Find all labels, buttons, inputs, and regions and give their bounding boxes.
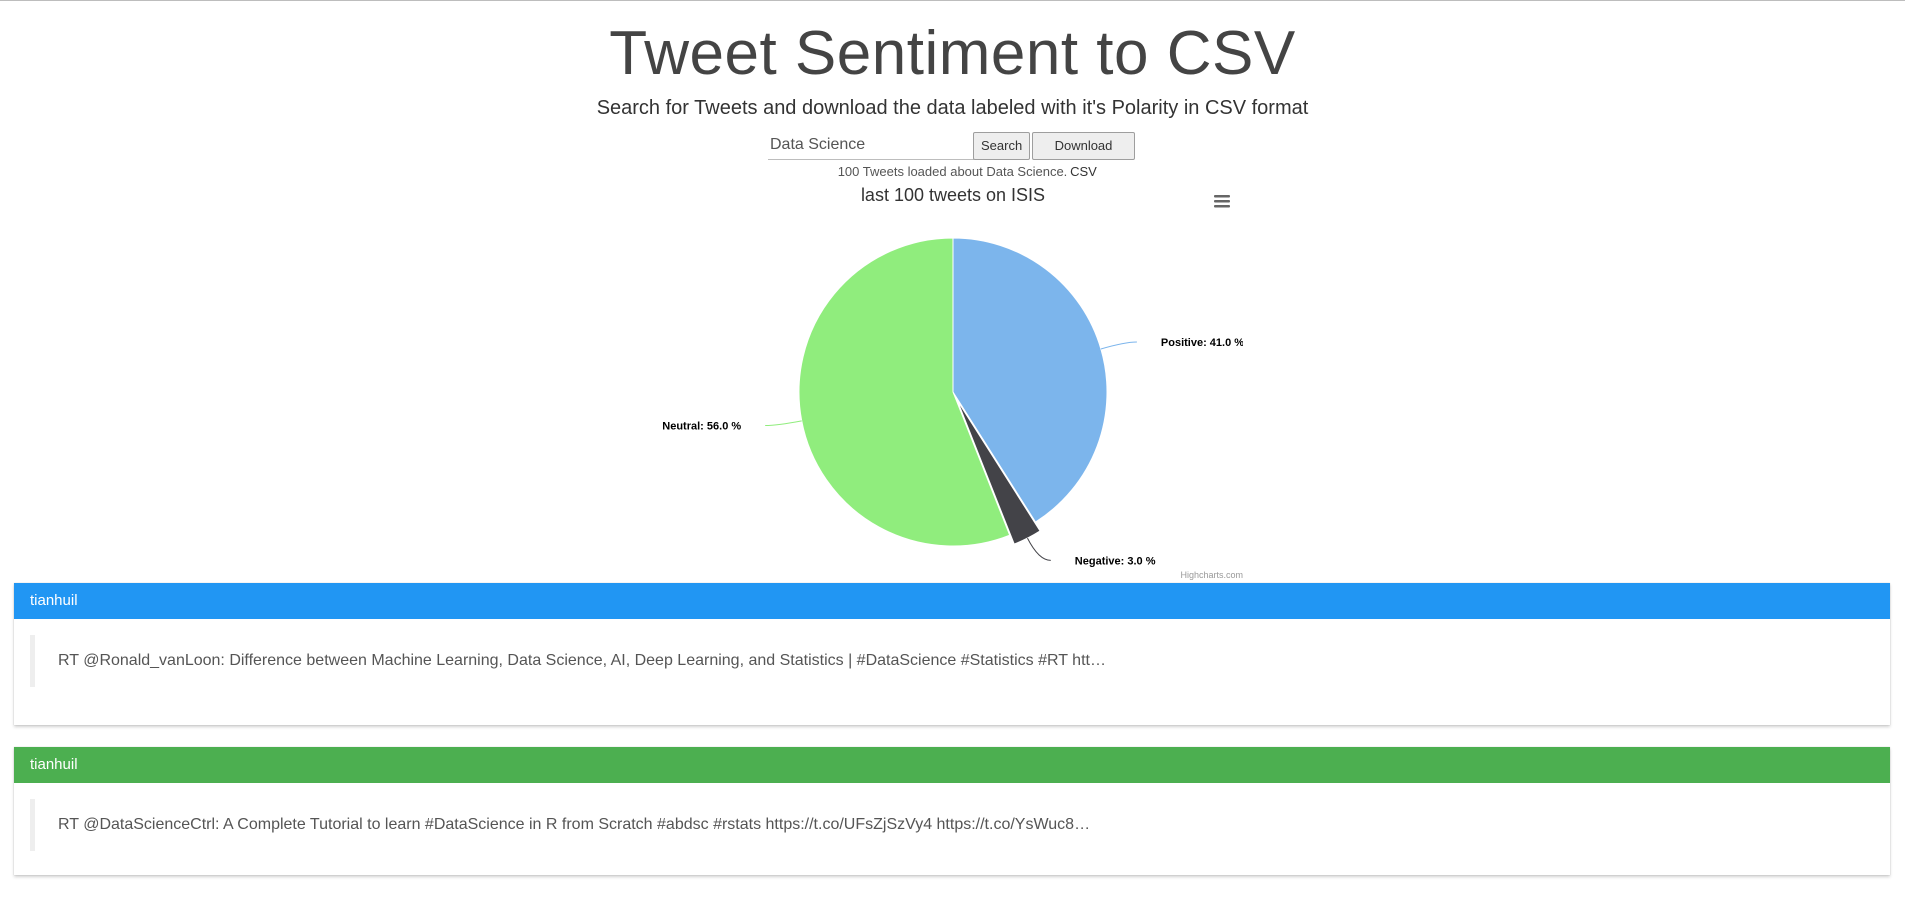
page-subtitle: Search for Tweets and download the data … (596, 97, 1309, 119)
tweet-username: tianhuil (30, 592, 78, 609)
hamburger-menu-icon[interactable] (1212, 187, 1232, 208)
pie-label-neutral: Neutral: 56.0 % (662, 421, 741, 433)
highcharts-credit[interactable]: Highcharts.com (1180, 570, 1243, 580)
tweet-card: tianhuil RT @Ronald_vanLoon: Difference … (14, 583, 1890, 725)
search-form: Search Download CSV (768, 131, 1138, 179)
chart-title: last 100 tweets on ISIS (861, 185, 1045, 205)
sentiment-pie-chart: last 100 tweets on ISIS Positive: 41.0 %… (643, 180, 1243, 580)
tweet-card: tianhuil RT @DataScienceCtrl: A Complete… (14, 747, 1890, 875)
download-csv-button[interactable]: Download CSV (1032, 132, 1135, 179)
tweet-card-body: RT @Ronald_vanLoon: Difference between M… (14, 619, 1890, 725)
status-message: 100 Tweets loaded about Data Science. (837, 164, 1068, 179)
tweet-text: RT @Ronald_vanLoon: Difference between M… (30, 635, 1874, 687)
tweet-card-body: RT @DataScienceCtrl: A Complete Tutorial… (14, 783, 1890, 875)
search-input[interactable] (768, 131, 974, 160)
pie-label-positive: Positive: 41.0 % (1161, 337, 1243, 349)
tweet-card-header: tianhuil (14, 583, 1890, 619)
tweet-text: RT @DataScienceCtrl: A Complete Tutorial… (30, 799, 1874, 851)
pie-slice-neutral[interactable] (798, 237, 1011, 547)
search-button[interactable]: Search (973, 132, 1030, 160)
pie-connector-negative (1027, 537, 1051, 561)
tweet-card-header: tianhuil (14, 747, 1890, 783)
pie-chart-svg: last 100 tweets on ISIS Positive: 41.0 %… (662, 185, 1243, 580)
pie-connector-positive (1100, 341, 1137, 350)
tweet-username: tianhuil (30, 756, 78, 773)
page-title: Tweet Sentiment to CSV (609, 19, 1296, 88)
top-border (0, 0, 1905, 1)
pie-slice-positive[interactable] (952, 237, 1108, 523)
pie-label-negative: Negative: 3.0 % (1075, 555, 1156, 567)
pie-connector-neutral (765, 420, 802, 427)
